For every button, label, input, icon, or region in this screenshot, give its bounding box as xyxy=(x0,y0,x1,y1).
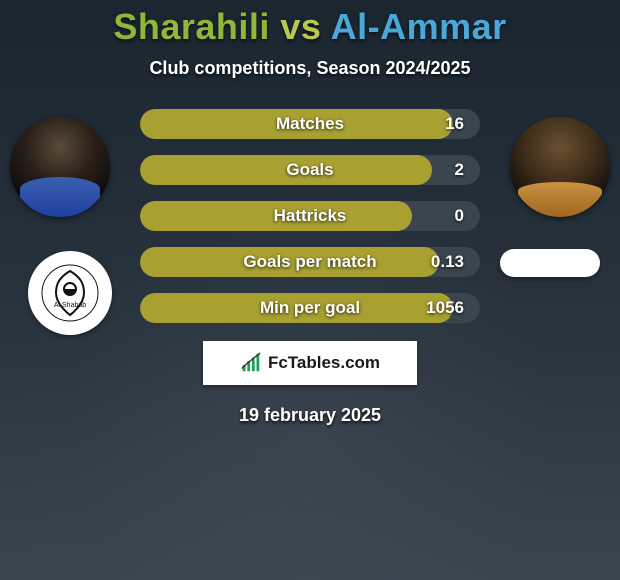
player1-avatar xyxy=(10,117,110,217)
chart-icon xyxy=(240,352,262,374)
player2-club-badge xyxy=(500,249,600,277)
stat-bar-fill xyxy=(140,201,412,231)
title-player1: Sharahili xyxy=(113,6,270,47)
player1-club-badge: Al Shabab xyxy=(28,251,112,335)
stat-bar-bg xyxy=(140,155,480,185)
page-title: Sharahili vs Al-Ammar xyxy=(0,0,620,48)
club-crest-icon: Al Shabab xyxy=(40,263,100,323)
stat-row: Goals2 xyxy=(140,155,480,185)
stat-row: Min per goal1056 xyxy=(140,293,480,323)
svg-text:Al Shabab: Al Shabab xyxy=(54,302,86,309)
stat-bar-fill xyxy=(140,109,453,139)
stat-row: Matches16 xyxy=(140,109,480,139)
stat-bar-fill xyxy=(140,293,453,323)
date-text: 19 february 2025 xyxy=(0,405,620,426)
brand-text: FcTables.com xyxy=(268,353,380,373)
stat-bar-bg xyxy=(140,247,480,277)
stat-row: Hattricks0 xyxy=(140,201,480,231)
player2-avatar xyxy=(510,117,610,217)
stat-bar-bg xyxy=(140,293,480,323)
content-root: Sharahili vs Al-Ammar Club competitions,… xyxy=(0,0,620,426)
stat-row: Goals per match0.13 xyxy=(140,247,480,277)
subtitle: Club competitions, Season 2024/2025 xyxy=(0,58,620,79)
brand-box[interactable]: FcTables.com xyxy=(203,341,417,385)
stat-bar-bg xyxy=(140,201,480,231)
stat-bar-fill xyxy=(140,247,439,277)
comparison-area: Al Shabab Matches16 Goals2 Hattricks0 Goals… xyxy=(0,109,620,323)
stat-bar-fill xyxy=(140,155,432,185)
title-player2: Al-Ammar xyxy=(331,6,507,47)
stat-bar-bg xyxy=(140,109,480,139)
stats-bars: Matches16 Goals2 Hattricks0 Goals per match… xyxy=(140,109,480,323)
title-vs: vs xyxy=(280,6,321,47)
